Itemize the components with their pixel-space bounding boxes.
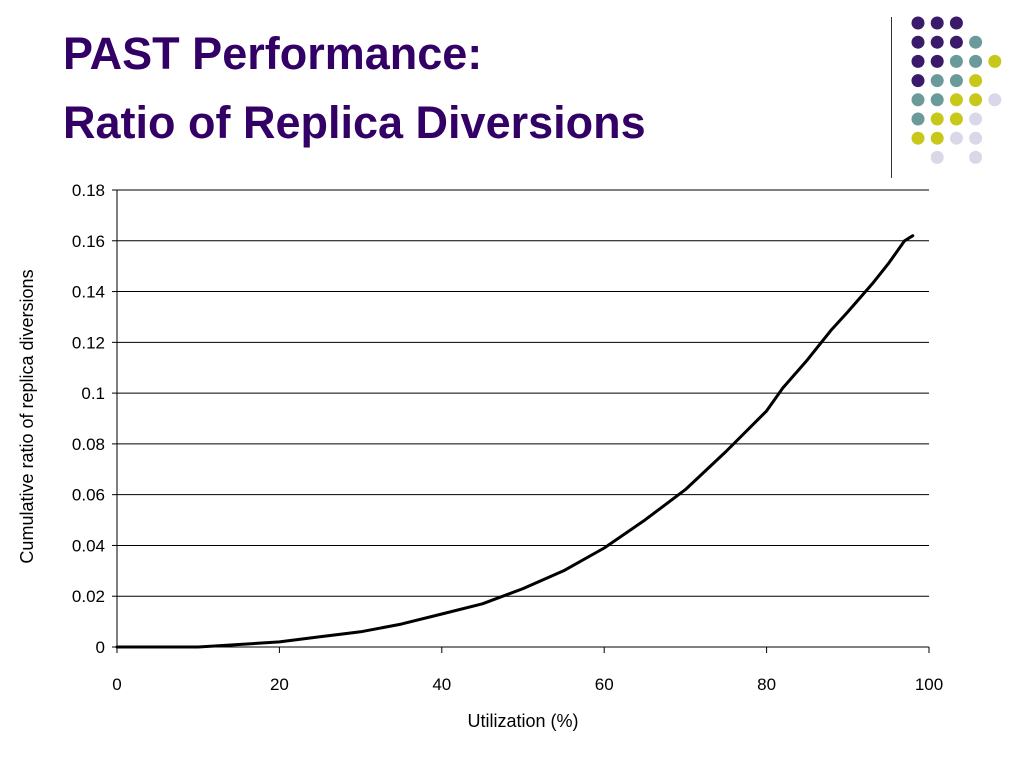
y-tick-label: 0.18 — [72, 181, 105, 200]
x-tick-label: 60 — [595, 675, 614, 694]
y-axis-label: Cumulative ratio of replica diversions — [17, 269, 37, 563]
y-axis-ticks: 0 0.02 0.04 0.06 0.08 0.1 0.12 0.14 0.16 0.18 — [72, 181, 117, 657]
y-tick-label: 0.06 — [72, 486, 105, 505]
x-axis-label: Utilization (%) — [467, 711, 578, 731]
y-tick-label: 0.02 — [72, 587, 105, 606]
series-line — [115, 234, 915, 649]
y-tick-label: 0.08 — [72, 435, 105, 454]
x-axis-ticks: 0 20 40 60 80 100 — [112, 647, 943, 694]
y-tick-label: 0.16 — [72, 232, 105, 251]
y-tick-label: 0 — [96, 638, 105, 657]
y-tick-label: 0.04 — [72, 536, 105, 555]
x-tick-label: 80 — [757, 675, 776, 694]
y-tick-label: 0.14 — [72, 283, 105, 302]
x-tick-label: 20 — [270, 675, 289, 694]
x-tick-label: 0 — [112, 675, 121, 694]
y-tick-label: 0.1 — [81, 384, 105, 403]
slide-title-line-2: Ratio of Replica Diversions — [63, 97, 646, 148]
x-tick-label: 40 — [432, 675, 451, 694]
y-tick-label: 0.12 — [72, 333, 105, 352]
grid-lines — [117, 189, 929, 597]
slide-title-line-1: PAST Performance: — [63, 28, 483, 79]
series-layer — [115, 234, 915, 649]
title-divider — [891, 17, 892, 178]
x-tick-label: 100 — [915, 675, 943, 694]
